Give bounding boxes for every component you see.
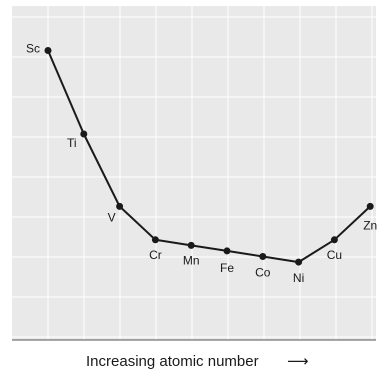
data-point-ti xyxy=(80,130,88,138)
point-label-v: V xyxy=(108,210,116,224)
data-point-co xyxy=(259,253,267,260)
data-point-v xyxy=(116,202,124,210)
data-points xyxy=(44,47,374,266)
data-point-zn xyxy=(366,202,374,210)
data-point-fe xyxy=(223,247,231,255)
data-point-mn xyxy=(187,241,195,249)
point-label-mn: Mn xyxy=(183,253,200,267)
point-labels: Sc Ti V Cr Mn Fe Co Ni Cu Zn xyxy=(26,42,377,286)
x-axis-arrow: ⟶ xyxy=(287,353,309,370)
point-label-fe: Fe xyxy=(220,261,234,275)
data-point-sc xyxy=(44,47,52,55)
data-point-cr xyxy=(151,236,159,244)
data-point-ni xyxy=(295,258,303,266)
data-point-cu xyxy=(330,236,338,244)
point-label-cr: Cr xyxy=(149,248,162,262)
grid xyxy=(12,6,376,340)
point-label-co: Co xyxy=(255,266,271,280)
point-label-zn: Zn xyxy=(363,218,377,232)
point-label-ni: Ni xyxy=(293,271,304,285)
x-axis-label: Increasing atomic number xyxy=(86,353,259,370)
point-label-ti: Ti xyxy=(67,136,77,150)
point-label-cu: Cu xyxy=(327,248,342,262)
point-label-sc: Sc xyxy=(26,42,40,56)
series-line xyxy=(47,50,371,264)
plot-background xyxy=(12,6,376,340)
